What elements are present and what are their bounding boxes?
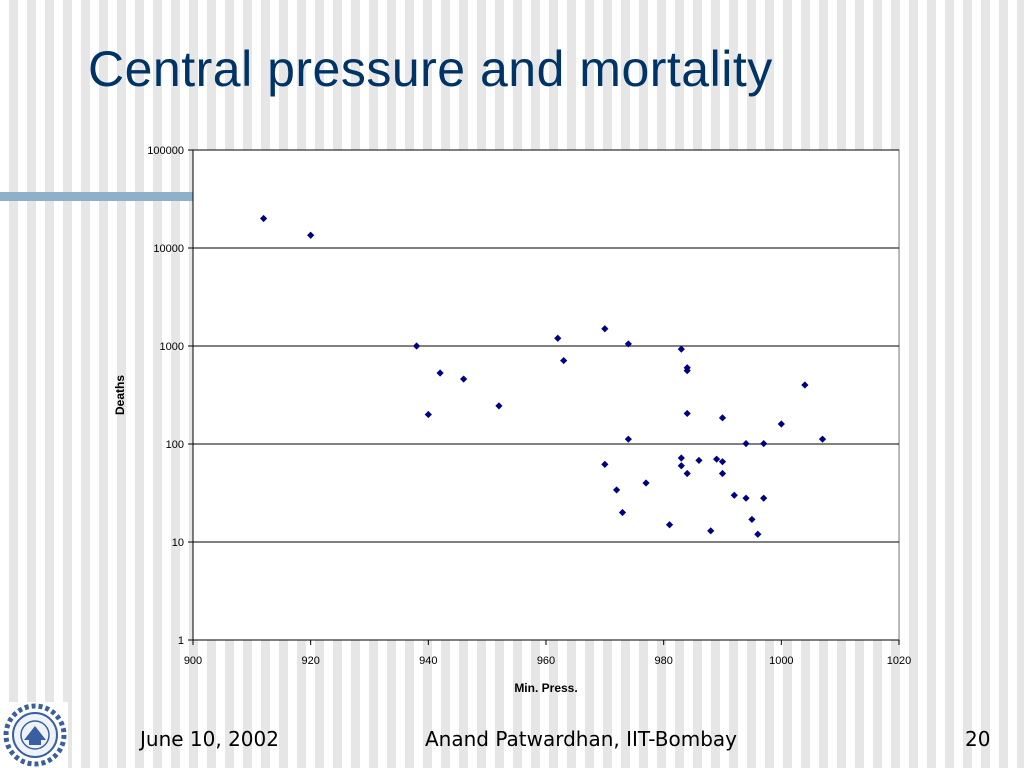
footer-author: Anand Patwardhan, IIT-Bombay	[425, 727, 738, 751]
plot-area	[192, 149, 900, 641]
x-tick-label: 920	[301, 655, 319, 667]
data-point	[260, 214, 268, 223]
data-point	[554, 334, 562, 342]
data-point	[624, 340, 632, 348]
data-point	[713, 455, 721, 463]
data-point	[460, 375, 468, 383]
data-point	[718, 469, 727, 478]
y-tick-label: 10	[172, 537, 184, 549]
y-tick-label: 100	[166, 439, 184, 451]
data-point	[742, 439, 750, 448]
data-point	[818, 435, 827, 443]
data-point	[730, 491, 738, 499]
data-point	[677, 462, 685, 470]
x-tick-label: 980	[654, 655, 672, 667]
data-point	[777, 420, 785, 428]
x-tick-label: 940	[419, 655, 437, 667]
y-tick-label: 10000	[153, 243, 184, 255]
data-point	[677, 345, 685, 353]
data-point	[601, 460, 609, 468]
x-tick-label: 900	[184, 655, 202, 667]
data-point	[748, 515, 756, 524]
data-point	[683, 367, 691, 375]
data-point	[801, 381, 809, 389]
data-point	[412, 342, 421, 350]
y-tick-label: 1000	[160, 341, 184, 353]
x-tick-label: 1000	[769, 655, 793, 667]
data-point	[760, 494, 768, 502]
y-axis-title: Deaths	[113, 375, 127, 415]
data-point	[618, 508, 627, 517]
data-point	[307, 231, 315, 239]
x-axis-title: Min. Press.	[514, 681, 577, 695]
data-point	[742, 494, 750, 502]
data-point	[760, 439, 768, 448]
footer-date: June 10, 2002	[140, 727, 279, 751]
data-point	[718, 458, 727, 466]
y-tick-label: 100000	[147, 145, 184, 157]
slide-title: Central pressure and mortality	[88, 41, 773, 97]
data-point	[560, 356, 568, 365]
data-point	[718, 414, 727, 422]
x-tick-label: 960	[537, 655, 555, 667]
data-point	[683, 409, 691, 418]
data-point	[624, 435, 632, 443]
iit-bombay-logo-icon	[2, 702, 68, 768]
data-point	[613, 486, 621, 494]
y-tick-label: 1	[178, 635, 184, 647]
page-number: 20	[965, 727, 991, 751]
data-point	[665, 521, 674, 529]
scatter-chart: 1 10 100 1000 10000 100000 900 920 940 960 980 1000…	[113, 145, 911, 695]
data-point	[495, 402, 503, 410]
data-point	[695, 456, 703, 465]
data-point	[707, 527, 715, 535]
data-point	[754, 530, 762, 538]
data-point	[436, 369, 444, 377]
data-point	[683, 469, 691, 478]
data-point	[677, 454, 685, 462]
data-point	[424, 410, 432, 419]
x-tick-label: 1020	[887, 655, 911, 667]
data-point	[601, 325, 609, 333]
data-point	[642, 479, 650, 487]
